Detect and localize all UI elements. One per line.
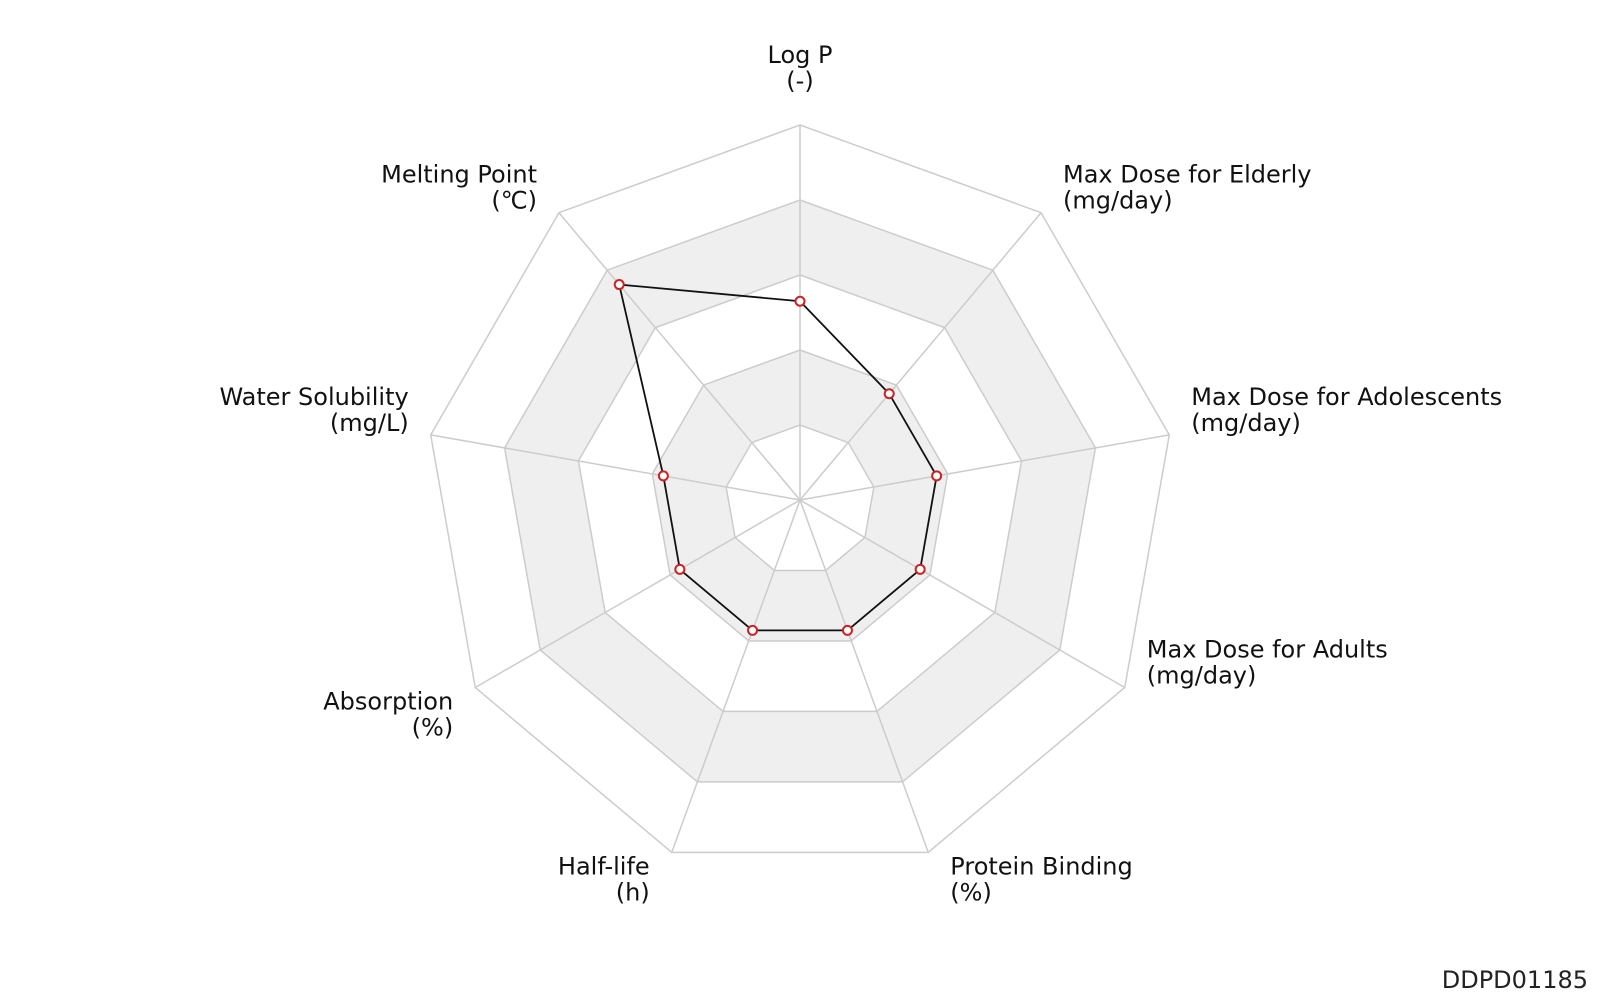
radar-ring-3 bbox=[577, 274, 1023, 713]
axis-label-name-7: Water Solubility bbox=[219, 383, 408, 411]
data-point-4 bbox=[841, 624, 853, 636]
data-point-1 bbox=[883, 388, 895, 400]
axis-label-unit-0: (-) bbox=[786, 67, 813, 95]
axis-label-unit-5: (h) bbox=[616, 878, 650, 906]
axis-label-unit-6: (%) bbox=[412, 714, 454, 742]
radar-ring-2 bbox=[651, 349, 949, 642]
axis-labels: Log P(-)Max Dose for Elderly(mg/day)Max … bbox=[219, 41, 1502, 906]
data-point-8 bbox=[613, 279, 625, 291]
axis-label-name-4: Protein Binding bbox=[950, 852, 1132, 880]
data-point-0 bbox=[794, 295, 806, 307]
axis-label-name-3: Max Dose for Adults bbox=[1147, 636, 1388, 664]
data-point-5 bbox=[747, 624, 759, 636]
radar-spoke-3 bbox=[799, 499, 1126, 689]
axis-label-name-0: Log P bbox=[768, 41, 833, 69]
radar-ring-5 bbox=[429, 124, 1171, 854]
axis-label-unit-4: (%) bbox=[950, 878, 992, 906]
radar-spoke-7 bbox=[430, 434, 801, 501]
radar-spoke-2 bbox=[799, 434, 1170, 501]
axis-label-unit-1: (mg/day) bbox=[1063, 187, 1173, 215]
radar-spoke-1 bbox=[799, 212, 1042, 501]
radar-spokes bbox=[430, 125, 1170, 853]
data-point-7 bbox=[657, 470, 669, 482]
radar-ring-1 bbox=[725, 424, 875, 572]
data-point-3 bbox=[914, 563, 926, 575]
radar-ring-4 bbox=[503, 199, 1097, 783]
radar-rings bbox=[429, 124, 1171, 854]
radar-spoke-5 bbox=[671, 499, 801, 853]
data-series bbox=[613, 279, 943, 636]
axis-label-name-6: Absorption bbox=[323, 688, 453, 716]
data-point-2 bbox=[931, 470, 943, 482]
axis-label-unit-2: (mg/day) bbox=[1191, 409, 1301, 437]
radar-spoke-4 bbox=[799, 499, 929, 853]
axis-label-unit-3: (mg/day) bbox=[1147, 662, 1257, 690]
axis-label-name-1: Max Dose for Elderly bbox=[1063, 161, 1312, 189]
series-line-0 bbox=[618, 283, 938, 632]
axis-label-name-8: Melting Point bbox=[381, 161, 537, 189]
radar-spoke-6 bbox=[474, 499, 801, 689]
axis-label-name-2: Max Dose for Adolescents bbox=[1191, 383, 1502, 411]
data-point-6 bbox=[674, 563, 686, 575]
axis-label-unit-8: (℃) bbox=[491, 187, 537, 215]
axis-label-name-5: Half-life bbox=[558, 852, 650, 880]
radar-spoke-8 bbox=[558, 212, 801, 501]
axis-label-unit-7: (mg/L) bbox=[330, 409, 409, 437]
chart-id: DDPD01185 bbox=[1441, 966, 1588, 994]
